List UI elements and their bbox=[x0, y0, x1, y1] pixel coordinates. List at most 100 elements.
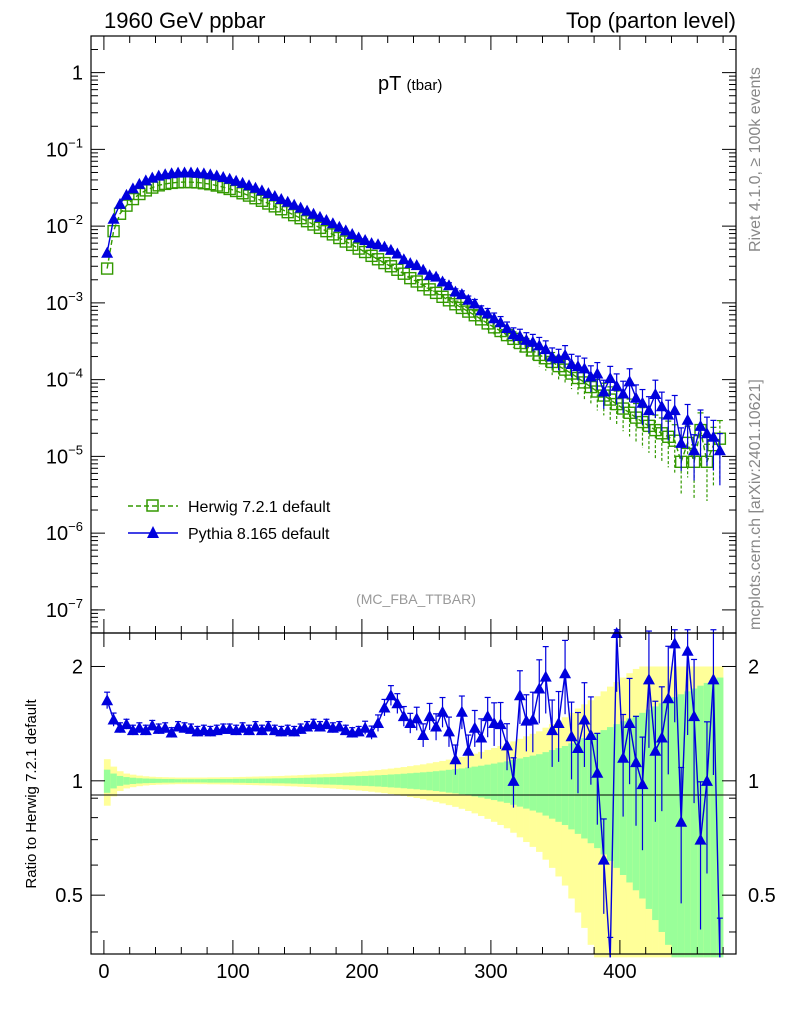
ratio-inner-band-bin bbox=[142, 778, 150, 784]
herwig-point bbox=[423, 283, 436, 296]
main-y-tick-exponent: −5 bbox=[68, 442, 83, 457]
pythia-point bbox=[578, 362, 591, 374]
pythia-point bbox=[604, 372, 617, 384]
herwig-point bbox=[313, 221, 327, 235]
pythia-point bbox=[243, 179, 256, 191]
ratio-inner-band-bin bbox=[155, 778, 163, 783]
ratio-pythia-point bbox=[359, 721, 372, 733]
main-y-tick-base: 10 bbox=[46, 600, 68, 622]
pythia-point bbox=[675, 436, 688, 448]
pythia-point bbox=[636, 396, 649, 408]
ratio-inner-band-bin bbox=[716, 677, 724, 958]
ratio-inner-band-bin bbox=[110, 773, 118, 789]
pythia-point bbox=[591, 367, 604, 379]
herwig-point bbox=[649, 423, 662, 437]
herwig-point bbox=[333, 231, 346, 245]
ratio-inner-band-bin bbox=[290, 778, 298, 784]
ratio-inner-band-bin bbox=[548, 750, 556, 819]
ratio-pythia-point bbox=[533, 682, 546, 694]
pythia-point bbox=[126, 182, 139, 194]
ratio-pythia-point bbox=[675, 815, 688, 827]
pythia-point bbox=[133, 177, 146, 189]
ratio-inner-band-bin bbox=[684, 691, 692, 958]
ratio-pythia-point bbox=[391, 697, 404, 709]
ratio-pythia-point bbox=[662, 692, 675, 704]
main-y-tick-label: 10−6 bbox=[46, 519, 83, 545]
legend-pythia-marker bbox=[147, 526, 159, 538]
herwig-point bbox=[339, 235, 352, 248]
pythia-point bbox=[494, 316, 507, 328]
main-y-tick-base: 10 bbox=[46, 293, 68, 315]
ratio-inner-band-bin bbox=[671, 697, 679, 958]
main-y-tick-exponent: −7 bbox=[68, 596, 83, 611]
ratio-inner-band-bin bbox=[478, 765, 485, 798]
herwig-point bbox=[410, 275, 423, 288]
ratio-pythia-point bbox=[436, 705, 449, 717]
mcplots-label: mcplots.cern.ch [arXiv:2401.10621] bbox=[747, 379, 764, 630]
ratio-inner-band-bin bbox=[297, 777, 305, 784]
ratio-inner-band-bin bbox=[129, 777, 137, 784]
ratio-inner-band-bin bbox=[239, 778, 247, 783]
ratio-inner-band-bin bbox=[174, 779, 182, 783]
main-y-axis: 110−110−210−310−410−510−610−7 bbox=[46, 35, 736, 634]
herwig-point bbox=[326, 228, 340, 241]
ratio-inner-band-bin bbox=[187, 779, 195, 783]
main-y-tick-label: 10−1 bbox=[46, 135, 83, 161]
pythia-point bbox=[520, 333, 533, 345]
pythia-point bbox=[617, 387, 630, 399]
pythia-point bbox=[268, 189, 281, 201]
ratio-pythia-point bbox=[262, 720, 275, 732]
herwig-point bbox=[442, 294, 456, 307]
pythia-point bbox=[475, 304, 488, 316]
pythia-point bbox=[430, 270, 443, 282]
ratio-pythia-point bbox=[101, 694, 114, 706]
ratio-inner-band-bin bbox=[232, 778, 240, 783]
ratio-inner-band-bin bbox=[258, 778, 266, 784]
ratio-inner-band-bin bbox=[284, 778, 292, 784]
legend: Herwig 7.2.1 default Pythia 8.165 defaul… bbox=[128, 499, 331, 543]
ratio-pythia-point bbox=[694, 833, 707, 845]
ratio-inner-band-bin bbox=[323, 777, 330, 785]
ratio-pythia-point bbox=[339, 724, 352, 736]
herwig-line bbox=[106, 181, 721, 465]
ratio-inner-band-bin bbox=[265, 778, 272, 784]
ratio-inner-band-bin bbox=[503, 761, 511, 803]
pythia-point bbox=[559, 348, 572, 360]
pythia-point bbox=[372, 238, 385, 250]
ratio-inner-band-bin bbox=[452, 769, 459, 794]
ratio-inner-band-bin bbox=[245, 778, 253, 783]
ratio-inner-band-bin bbox=[561, 746, 569, 826]
pythia-point bbox=[339, 224, 352, 236]
x-tick-label: 300 bbox=[474, 961, 507, 983]
main-y-tick-exponent: −6 bbox=[68, 519, 83, 534]
pythia-point bbox=[326, 217, 339, 229]
main-y-tick-exponent: −3 bbox=[68, 289, 83, 304]
pythia-point bbox=[642, 404, 655, 416]
ratio-y-tick-label-right: 0.5 bbox=[748, 885, 776, 907]
pythia-point bbox=[107, 212, 120, 224]
ratio-uncertainty-bands bbox=[103, 666, 724, 958]
ratio-inner-band-bin bbox=[226, 779, 234, 783]
pythia-point bbox=[397, 253, 410, 265]
pythia-point bbox=[694, 419, 707, 431]
pythia-point bbox=[700, 427, 713, 439]
pythia-point bbox=[668, 404, 681, 416]
main-y-tick-base: 10 bbox=[46, 523, 68, 545]
ratio-inner-band-bin bbox=[497, 762, 505, 802]
ratio-pythia-point bbox=[423, 710, 436, 722]
pythia-series bbox=[101, 166, 726, 486]
herwig-point bbox=[320, 224, 333, 238]
pythia-point bbox=[655, 400, 668, 412]
pythia-point bbox=[449, 285, 462, 297]
ratio-inner-band-bin bbox=[207, 779, 214, 783]
ratio-pythia-point bbox=[468, 721, 481, 733]
ratio-pythia-point bbox=[159, 721, 172, 733]
herwig-point bbox=[107, 224, 120, 238]
ratio-inner-band-bin bbox=[626, 718, 634, 883]
ratio-pythia-point bbox=[617, 751, 630, 763]
ratio-inner-band-bin bbox=[168, 779, 176, 783]
x-tick-label: 100 bbox=[216, 961, 249, 983]
ratio-pythia-point bbox=[378, 701, 391, 713]
ratio-inner-band-bin bbox=[710, 680, 717, 958]
